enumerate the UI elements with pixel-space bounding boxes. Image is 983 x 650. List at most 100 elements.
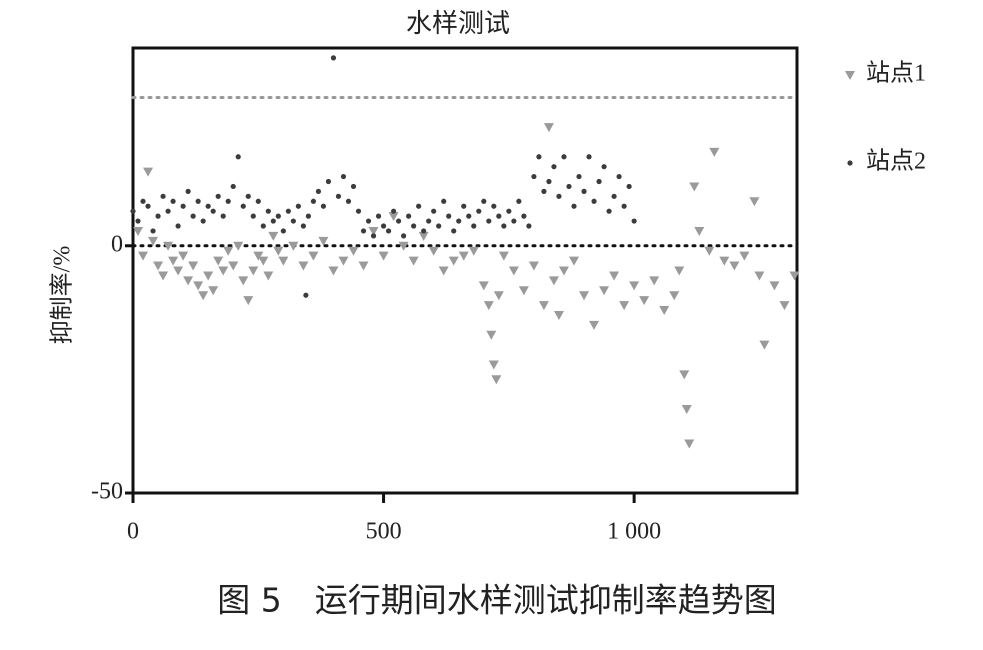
point (173, 266, 184, 276)
point (438, 266, 449, 276)
point (328, 266, 339, 276)
point (205, 203, 211, 209)
point (230, 183, 236, 190)
point (541, 188, 547, 194)
point (471, 223, 477, 229)
point (591, 198, 597, 204)
point (270, 218, 276, 224)
y-tick-label: -50 (91, 479, 123, 505)
point (165, 208, 171, 214)
legend-marker (847, 160, 853, 166)
point (528, 261, 539, 271)
point (248, 266, 259, 276)
point (138, 251, 149, 261)
point (421, 228, 427, 234)
point (428, 246, 439, 256)
point (345, 198, 352, 204)
point (606, 208, 612, 214)
point (508, 266, 519, 276)
point (340, 173, 347, 180)
point (318, 236, 329, 246)
point (338, 256, 349, 266)
point (308, 251, 319, 261)
caption: 图 5 运行期间水样测试抑制率趋势图 (217, 581, 777, 620)
point (158, 271, 169, 281)
point (619, 301, 630, 311)
point (481, 198, 487, 204)
point (225, 198, 231, 204)
point (208, 286, 219, 296)
point (779, 301, 790, 311)
point (694, 226, 705, 236)
point (639, 296, 650, 306)
point (684, 439, 695, 449)
point (160, 193, 166, 199)
point (388, 212, 399, 222)
point (456, 218, 462, 224)
point (521, 213, 527, 219)
point (629, 281, 640, 291)
point (360, 228, 367, 234)
point (769, 281, 780, 291)
point (601, 164, 607, 170)
point (365, 218, 372, 224)
point (621, 203, 627, 209)
point (380, 223, 387, 229)
point (631, 218, 637, 224)
point (486, 330, 497, 340)
point (368, 226, 379, 236)
point (599, 286, 610, 296)
point (210, 208, 216, 214)
point (749, 197, 760, 207)
point (411, 223, 417, 229)
point (260, 223, 266, 229)
point (589, 320, 600, 330)
point (461, 203, 467, 209)
point (538, 301, 549, 311)
point (558, 266, 569, 276)
point (491, 375, 502, 385)
point (280, 228, 286, 234)
point (170, 198, 176, 204)
point (436, 223, 442, 229)
point (133, 226, 144, 236)
point (175, 223, 181, 229)
point (330, 55, 337, 61)
point (385, 228, 392, 234)
point (320, 203, 327, 209)
point (649, 276, 660, 286)
point (491, 203, 497, 209)
point (739, 251, 750, 261)
point (511, 218, 517, 224)
point (571, 203, 577, 209)
y-axis-label: 抑制率/% (49, 246, 76, 345)
point (263, 271, 274, 281)
point (378, 251, 389, 261)
point (659, 306, 670, 316)
point (240, 203, 246, 209)
point (233, 241, 244, 251)
point (518, 286, 529, 296)
point (278, 256, 289, 266)
point (145, 203, 151, 209)
point (493, 291, 504, 301)
point (506, 208, 512, 214)
point (488, 360, 499, 370)
point (130, 208, 136, 214)
plot-frame (131, 46, 799, 495)
point (401, 233, 407, 239)
point (719, 256, 730, 266)
point (458, 251, 469, 261)
point (568, 256, 579, 266)
point (431, 208, 437, 214)
point (348, 246, 359, 256)
point (213, 256, 224, 266)
point (223, 246, 234, 256)
point (250, 213, 256, 219)
point (228, 261, 239, 271)
point (200, 218, 206, 224)
point (531, 173, 537, 180)
point (245, 193, 251, 199)
point (355, 208, 362, 214)
point (253, 251, 264, 261)
